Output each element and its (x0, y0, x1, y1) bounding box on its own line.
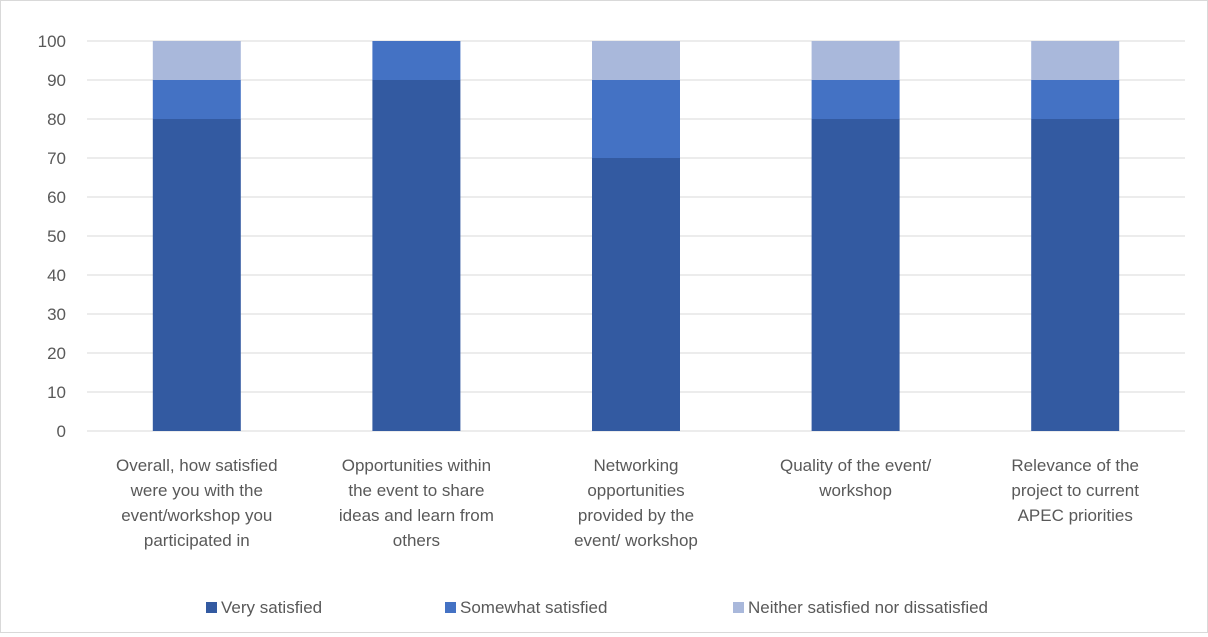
legend-label-3: Neither satisfied nor dissatisfied (748, 598, 988, 617)
bar-segment-5-series-2 (1031, 80, 1120, 119)
x-category-label: provided by the (578, 506, 694, 525)
y-tick-label: 30 (47, 305, 66, 324)
y-tick-label: 80 (47, 110, 66, 129)
x-category-label: event/workshop you (121, 506, 272, 525)
y-tick-label: 60 (47, 188, 66, 207)
x-category-label: others (393, 531, 440, 550)
x-category-label: were you with the (130, 481, 263, 500)
bar-segment-2-series-1 (372, 80, 461, 431)
legend-label-1: Very satisfied (221, 598, 322, 617)
x-category-label: workshop (818, 481, 892, 500)
bar-segment-4-series-2 (811, 80, 900, 119)
bar-segment-1-series-1 (152, 119, 241, 431)
y-tick-label: 70 (47, 149, 66, 168)
x-category-label: ideas and learn from (339, 506, 494, 525)
bar-segment-1-series-3 (152, 41, 241, 80)
legend-swatch-2 (445, 602, 456, 613)
bar-segment-2-series-2 (372, 41, 461, 80)
bar-segment-4-series-1 (811, 119, 900, 431)
legend-label-2: Somewhat satisfied (460, 598, 607, 617)
y-tick-label: 40 (47, 266, 66, 285)
y-tick-label: 90 (47, 71, 66, 90)
bar-segment-5-series-3 (1031, 41, 1120, 80)
bar-segment-3-series-1 (592, 158, 680, 431)
bar-segment-5-series-1 (1031, 119, 1120, 431)
x-category-label: Networking (593, 456, 678, 475)
y-tick-label: 50 (47, 227, 66, 246)
x-category-label: event/ workshop (574, 531, 698, 550)
bar-segment-4-series-3 (811, 41, 900, 80)
x-category-label: Overall, how satisfied (116, 456, 278, 475)
x-category-label: opportunities (587, 481, 684, 500)
bar-segment-1-series-2 (152, 80, 241, 119)
bar-segment-3-series-2 (592, 80, 680, 158)
x-category-label: Quality of the event/ (780, 456, 931, 475)
x-axis-category-labels: Overall, how satisfied were you with the e… (116, 456, 1139, 550)
legend: Very satisfied Somewhat satisfied Neither … (206, 598, 988, 617)
y-axis-tick-labels: 0 10 20 30 40 50 60 70 80 90 100 (38, 32, 66, 441)
x-category-label: participated in (144, 531, 250, 550)
x-category-label: Opportunities within (342, 456, 491, 475)
bar-segment-3-series-3 (592, 41, 680, 80)
legend-swatch-3 (733, 602, 744, 613)
x-category-label: project to current (1011, 481, 1139, 500)
y-tick-label: 0 (57, 422, 66, 441)
y-tick-label: 10 (47, 383, 66, 402)
legend-swatch-1 (206, 602, 217, 613)
bars (152, 41, 1120, 431)
x-category-label: APEC priorities (1018, 506, 1133, 525)
x-category-label: Relevance of the (1011, 456, 1139, 475)
y-tick-label: 20 (47, 344, 66, 363)
x-category-label: the event to share (348, 481, 484, 500)
y-tick-label: 100 (38, 32, 66, 51)
